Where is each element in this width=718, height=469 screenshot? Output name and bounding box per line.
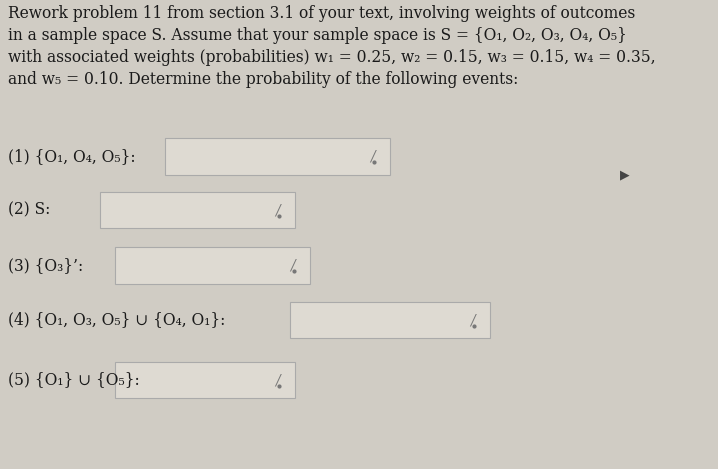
Text: /: / bbox=[275, 203, 279, 217]
Bar bbox=[100, 192, 295, 228]
Text: and w₅ = 0.10. Determine the probability of the following events:: and w₅ = 0.10. Determine the probability… bbox=[8, 71, 518, 88]
Bar bbox=[115, 247, 310, 284]
Text: (4) {O₁, O₃, O₅} ∪ {O₄, O₁}:: (4) {O₁, O₃, O₅} ∪ {O₄, O₁}: bbox=[8, 311, 225, 328]
Bar bbox=[165, 138, 390, 175]
Text: (1) {O₁, O₄, O₅}:: (1) {O₁, O₄, O₅}: bbox=[8, 148, 136, 165]
Text: with associated weights (probabilities) w₁ = 0.25, w₂ = 0.15, w₃ = 0.15, w₄ = 0.: with associated weights (probabilities) … bbox=[8, 49, 656, 66]
Text: /: / bbox=[289, 258, 294, 272]
Text: Rework problem 11 from section 3.1 of your text, involving weights of outcomes: Rework problem 11 from section 3.1 of yo… bbox=[8, 5, 635, 22]
Text: /: / bbox=[470, 313, 475, 327]
Text: (5) {O₁} ∪ {O₅}:: (5) {O₁} ∪ {O₅}: bbox=[8, 371, 140, 388]
Text: /: / bbox=[370, 150, 374, 164]
Text: (3) {O₃}’:: (3) {O₃}’: bbox=[8, 257, 83, 274]
Text: /: / bbox=[275, 373, 279, 387]
Text: in a sample space S. Assume that your sample space is S = {O₁, O₂, O₃, O₄, O₅}: in a sample space S. Assume that your sa… bbox=[8, 27, 627, 44]
Bar bbox=[290, 302, 490, 338]
Bar bbox=[115, 362, 295, 398]
Text: (2) S:: (2) S: bbox=[8, 202, 50, 219]
Text: ▶: ▶ bbox=[620, 168, 630, 182]
